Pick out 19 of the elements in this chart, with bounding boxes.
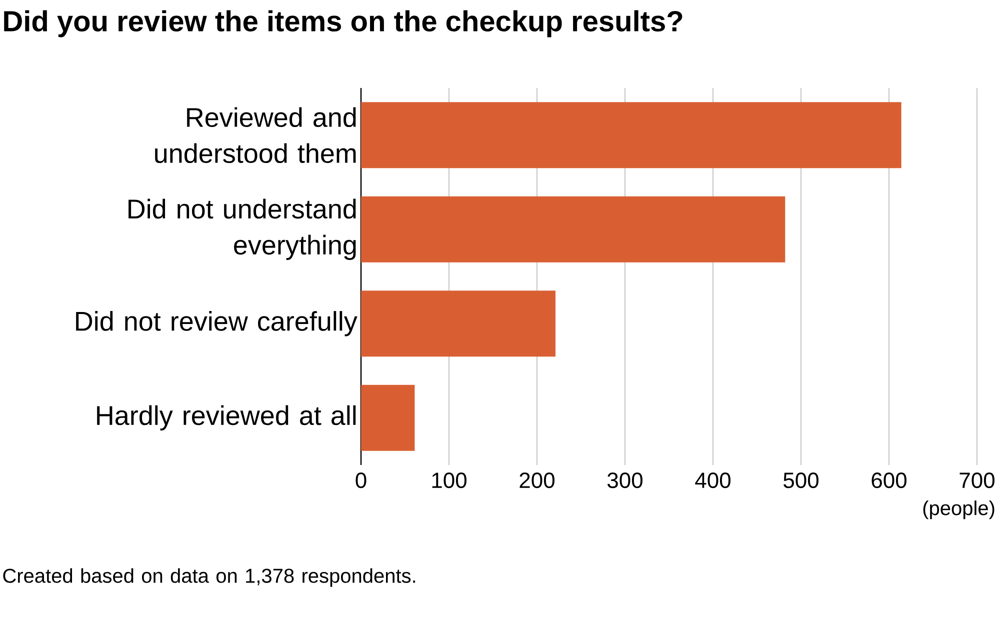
y-tick-label: Reviewed and understood them [155, 107, 356, 164]
x-tick-label: 400 [695, 472, 730, 488]
y-tick-label: Hardly reviewed at all [97, 405, 356, 430]
x-tick-label: 0 [356, 472, 366, 488]
x-tick-label: 600 [872, 472, 906, 488]
x-tick-label: 500 [784, 472, 818, 488]
bar [361, 290, 556, 357]
x-tick-label: 100 [432, 472, 466, 488]
y-tick-label: Did not understand everything [128, 198, 356, 260]
x-tick-label: 300 [607, 472, 642, 488]
bar [361, 384, 415, 451]
x-tick-label: 700 [960, 472, 994, 488]
chart-title: Did you review the items on the checkup results? [4, 10, 682, 38]
x-tick-label: 200 [520, 472, 554, 488]
text: Created based on data on 1,378 respondents. [3, 568, 416, 587]
bar [361, 102, 902, 168]
x-axis-title: (people) [923, 500, 994, 520]
y-tick-label: Did not review carefully [76, 311, 358, 336]
bar [361, 196, 786, 262]
